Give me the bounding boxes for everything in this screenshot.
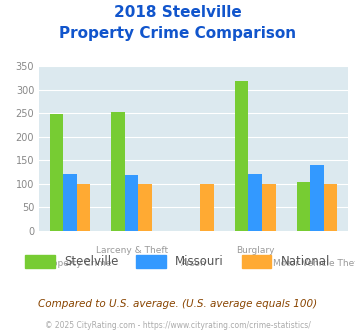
Bar <box>50 114 63 231</box>
Bar <box>125 175 138 231</box>
Bar <box>235 81 248 231</box>
Bar <box>63 175 77 231</box>
Bar <box>310 165 324 231</box>
Bar <box>262 184 275 231</box>
Text: 2018 Steelville: 2018 Steelville <box>114 5 241 20</box>
Bar <box>200 184 214 231</box>
Bar <box>324 184 337 231</box>
Bar <box>77 184 90 231</box>
Text: Burglary: Burglary <box>236 246 274 255</box>
Text: Larceny & Theft: Larceny & Theft <box>95 246 168 255</box>
Bar <box>138 184 152 231</box>
Bar <box>297 182 310 231</box>
Bar <box>248 175 262 231</box>
Text: All Property Crime: All Property Crime <box>29 259 111 268</box>
Text: © 2025 CityRating.com - https://www.cityrating.com/crime-statistics/: © 2025 CityRating.com - https://www.city… <box>45 321 310 330</box>
Legend: Steelville, Missouri, National: Steelville, Missouri, National <box>20 250 335 273</box>
Text: Compared to U.S. average. (U.S. average equals 100): Compared to U.S. average. (U.S. average … <box>38 299 317 309</box>
Bar <box>111 112 125 231</box>
Text: Motor Vehicle Theft: Motor Vehicle Theft <box>273 259 355 268</box>
Text: Arson: Arson <box>181 259 206 268</box>
Text: Property Crime Comparison: Property Crime Comparison <box>59 26 296 41</box>
